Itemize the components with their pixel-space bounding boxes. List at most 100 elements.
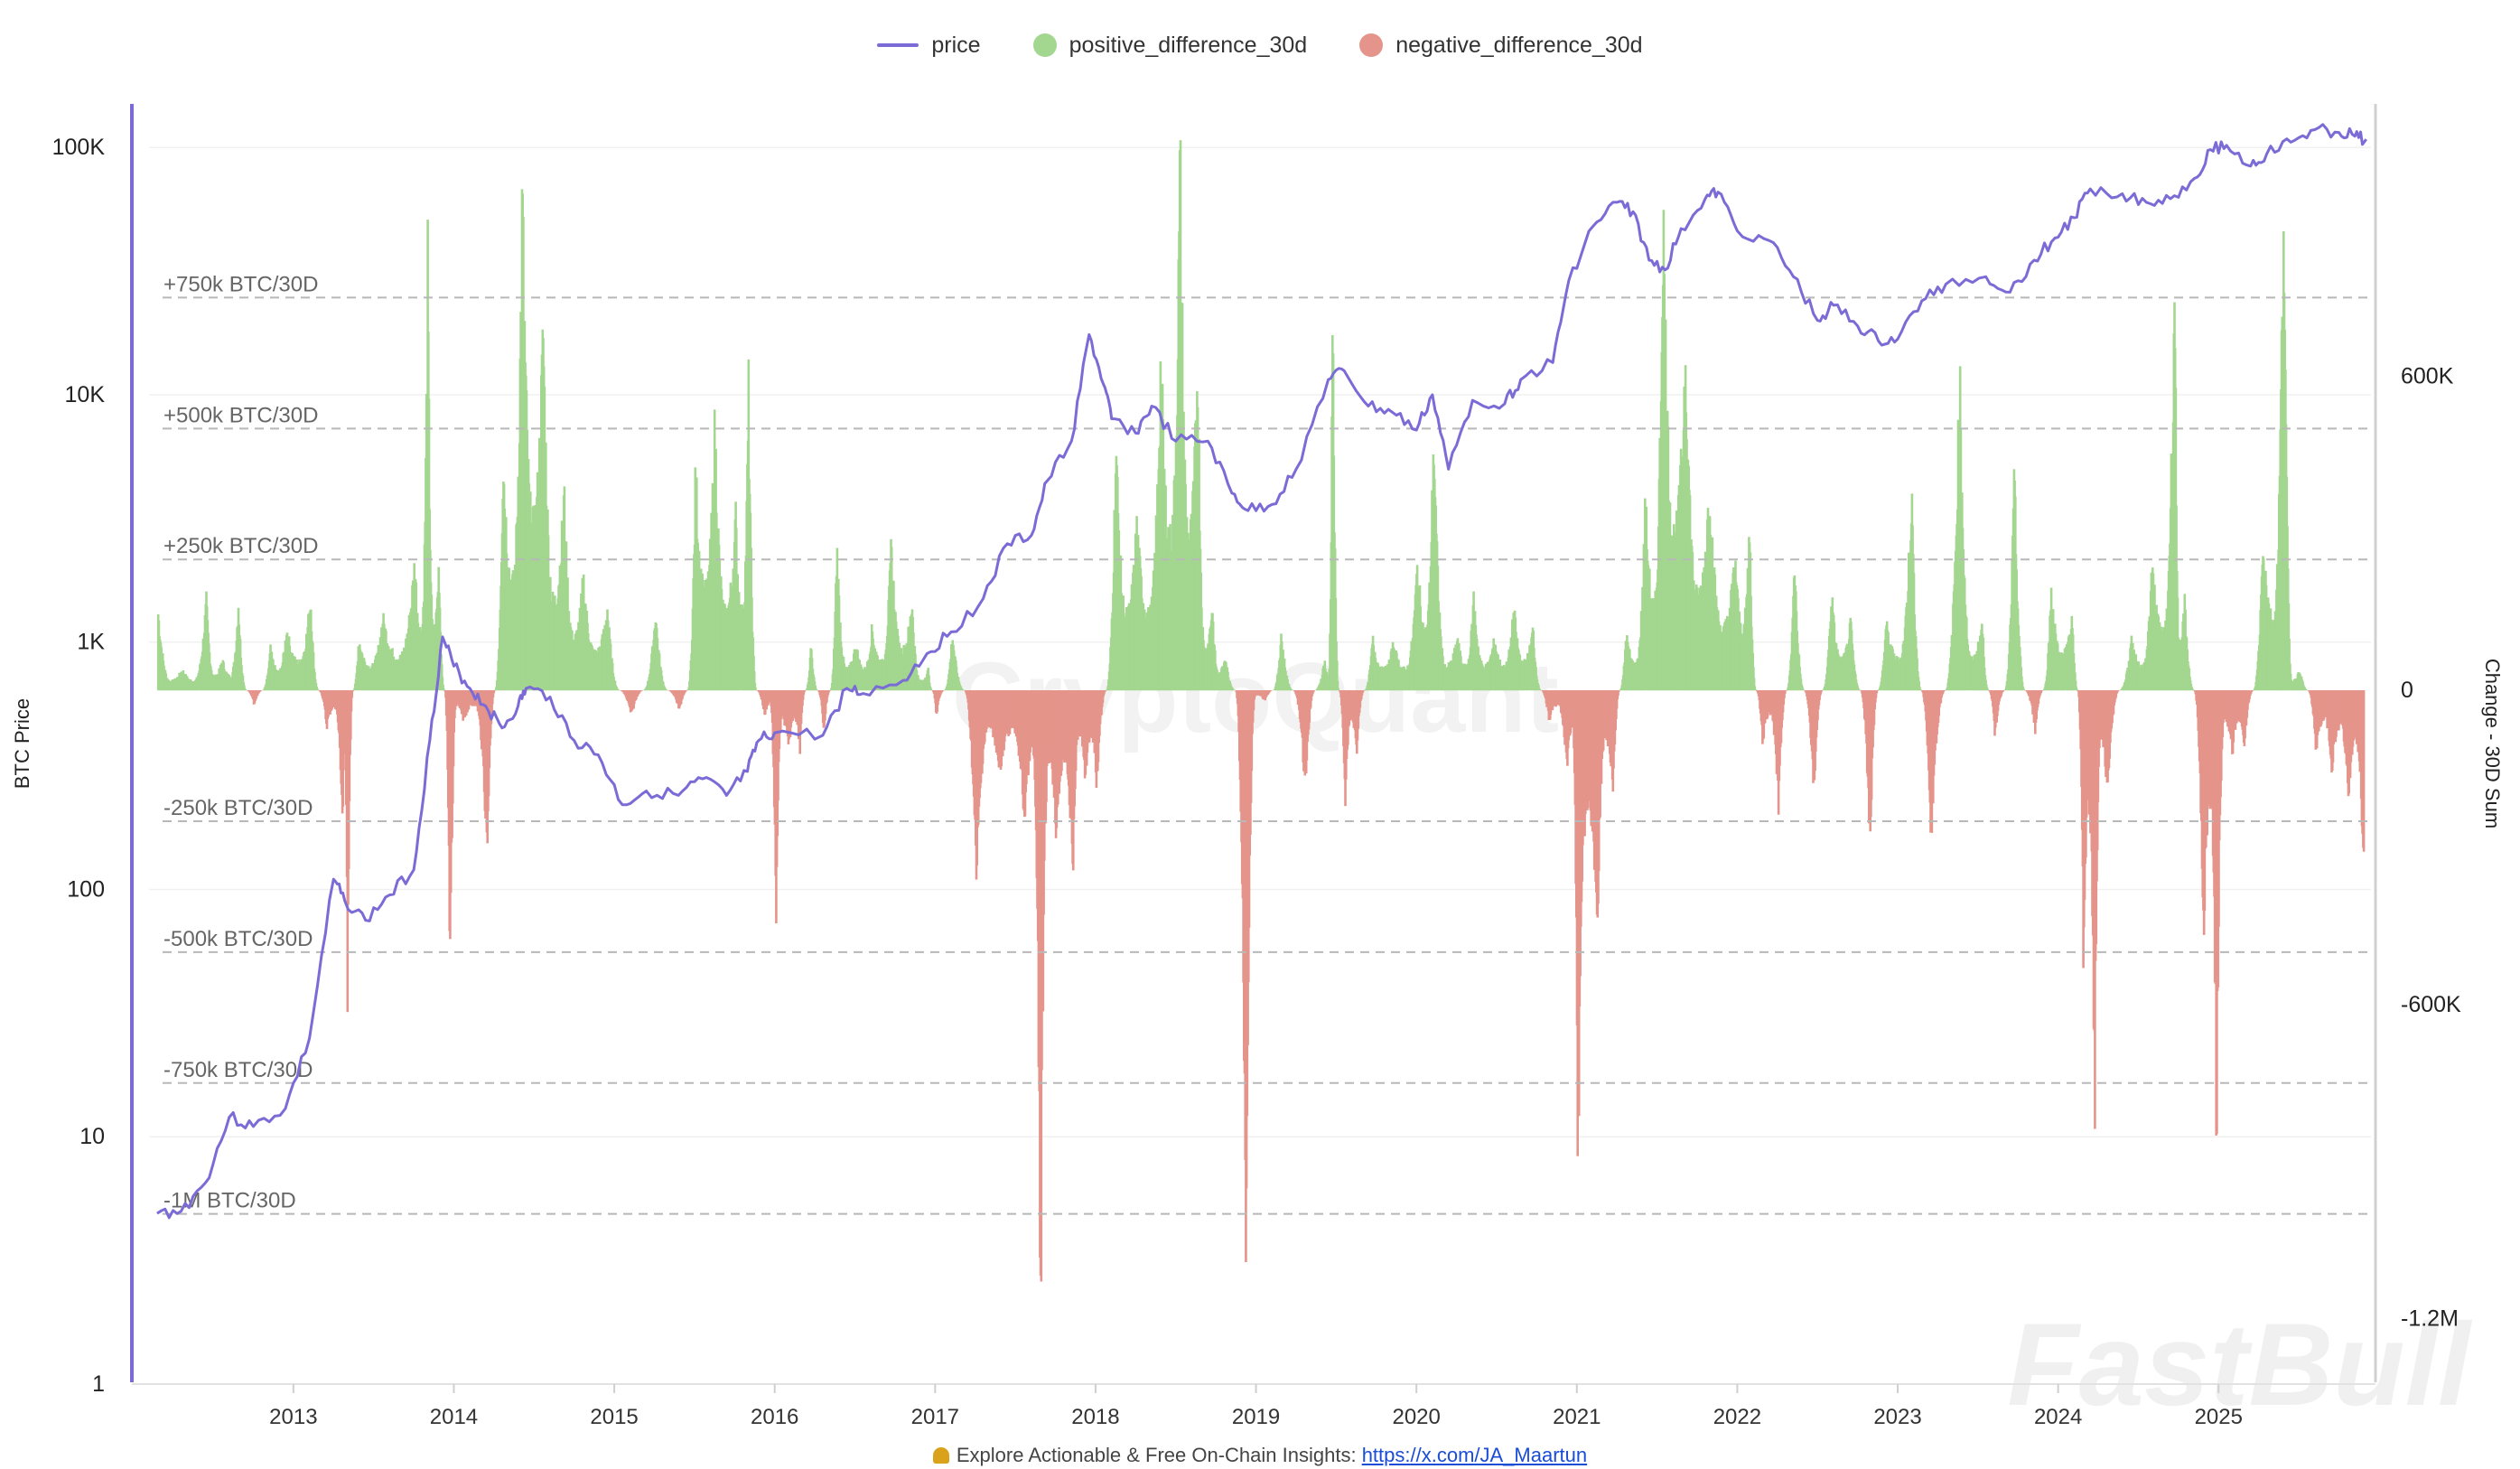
footer-link[interactable]: https://x.com/JA_Maartun [1361,1444,1588,1466]
negative-bar [2039,690,2042,693]
negative-bar [1103,690,1106,695]
x-tick-label: 2013 [269,1405,317,1429]
positive-bar [1290,689,1293,691]
y-left-tick-label: 1K [77,630,105,655]
y-left-axis-title: BTC Price [11,698,33,789]
positive-bar [617,689,620,691]
positive-bar [1918,687,1921,691]
positive-bar [814,685,817,691]
negative-bar [491,690,495,698]
positive-bar [961,689,965,691]
negative-bar [1362,690,1365,692]
negative-bar [1943,690,1946,691]
negative-bar [2362,690,2366,852]
positive-bar [752,671,756,691]
negative-bar [2250,690,2253,693]
positive-bar [753,682,757,691]
x-tick-label: 2018 [1071,1405,1119,1429]
y-right-tick-label: 600K [2401,363,2454,388]
negative-bar [1617,690,1619,696]
negative-bar [2115,690,2119,693]
footer-text: Explore Actionable & Free On-Chain Insig… [956,1444,1357,1466]
x-tick-label: 2023 [1873,1405,1921,1429]
negative-bar [1360,690,1364,696]
positive-bar [930,689,933,691]
negative-bar [1819,690,1823,694]
positive-bar [1752,678,1756,691]
negative-bar [802,690,806,695]
positive-bar [2075,687,2078,691]
legend-label-price: price [931,32,981,58]
positive-bar [1232,689,1236,691]
negative-bar [1876,690,1879,691]
y-right-tick-label: 0 [2401,678,2413,703]
positive-bar [815,688,817,691]
reference-line-label: +250k BTC/30D [163,534,318,558]
negative-bar [1104,690,1107,691]
negative-bar [1820,690,1823,692]
positive-bar [2191,688,2194,691]
positive-bar [1538,689,1542,691]
y-right-axis-title: Change - 30D Sum [2481,659,2504,828]
negative-bar [1312,690,1315,691]
positive-bar [2076,688,2078,691]
negative-bar [1311,690,1315,693]
positive-bar [929,688,932,691]
price-line [156,123,2367,1220]
negative-bar [639,690,643,691]
negative-bar [1875,690,1879,694]
positive-bar [1985,688,1989,691]
positive-bar [664,688,667,691]
y-left-tick-label: 10 [79,1124,105,1149]
legend-item-positive[interactable]: positive_difference_30d [1032,33,1307,59]
negative-bar [801,690,805,700]
x-tick-label: 2014 [430,1405,478,1429]
positive-bar [2191,689,2195,691]
negative-bar [2040,690,2044,691]
negative-bar [350,690,353,712]
reference-line-label: -750k BTC/30D [163,1058,313,1082]
negative-bar [684,690,687,692]
x-tick-label: 2017 [911,1405,959,1429]
positive-bar [1801,686,1804,691]
y-left-tick-label: 100K [52,135,106,160]
bell-icon [932,1447,949,1464]
positive-bar [1336,660,1339,691]
y-left-tick-label: 1 [92,1371,105,1397]
negative-bar [1783,690,1787,694]
negative-bar [1361,690,1364,693]
negative-bar [941,690,945,691]
legend: price positive_difference_30d negative_d… [0,25,2520,65]
positive-bar [664,689,667,691]
positive-bar [441,677,444,691]
positive-bar [2021,686,2025,691]
negative-bar [2251,690,2254,691]
legend-label-negative: negative_difference_30d [1395,32,1643,58]
positive-bar [1918,688,1922,691]
positive-bar [2304,689,2308,691]
positive-bar [1537,688,1541,691]
negative-bar [826,690,830,695]
negative-bar [1784,690,1787,692]
positive-bar [2190,687,2193,691]
x-tick-label: 2024 [2034,1405,2082,1429]
positive-bar [665,689,668,691]
negative-bar [1942,690,1945,692]
x-tick-label: 2015 [590,1405,638,1429]
legend-item-price[interactable]: price [877,32,981,59]
positive-bar [315,687,318,691]
positive-bar [316,688,319,691]
y-left-tick-label: 100 [67,876,105,902]
negative-bar [2116,690,2120,691]
x-tick-label: 2020 [1392,1405,1440,1429]
negative-bar [1617,690,1620,692]
legend-swatch-price [877,43,919,47]
x-tick-label: 2025 [2195,1405,2243,1429]
positive-bar [1537,684,1540,691]
positive-bar [1918,681,1920,691]
negative-bar [2114,690,2118,697]
negative-bar [259,690,263,691]
legend-item-negative[interactable]: negative_difference_30d [1359,32,1643,59]
positive-bar [2074,680,2077,691]
